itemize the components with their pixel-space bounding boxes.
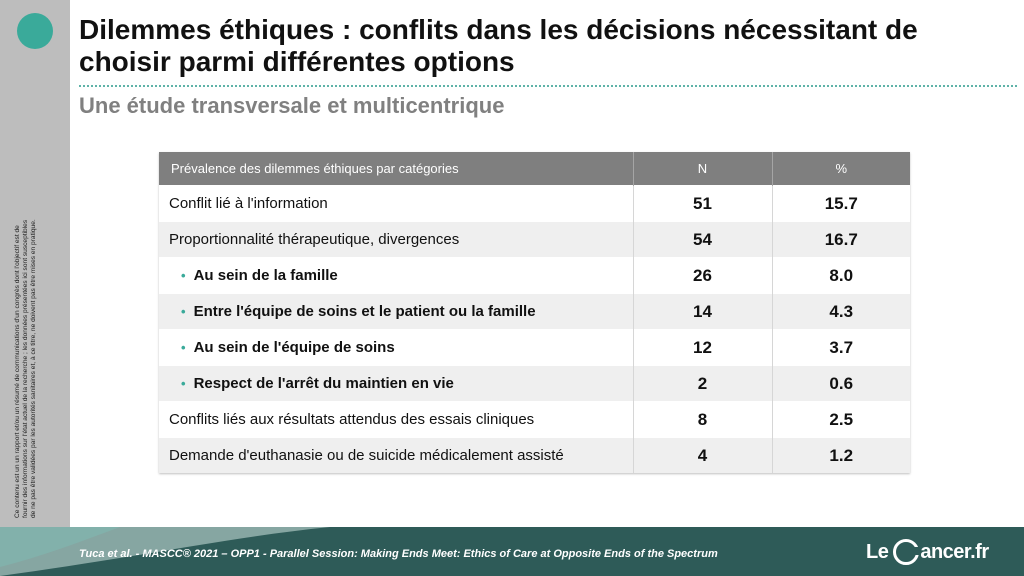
row-percent: 0.6 [771, 365, 910, 402]
row-label: Conflit lié à l'information [159, 185, 633, 222]
row-n: 54 [632, 221, 772, 258]
logo-suffix: ancer.fr [920, 540, 989, 563]
bullet-icon: • [181, 304, 186, 319]
slide-subtitle: Une étude transversale et multicentrique [79, 93, 505, 118]
brand-logo[interactable]: Le ancer.fr [866, 538, 989, 566]
table-row: Demande d'euthanasie ou de suicide médic… [159, 437, 910, 473]
row-n: 4 [632, 437, 772, 473]
table-row: • Au sein de la famille 26 8.0 [159, 257, 910, 294]
row-percent: 8.0 [771, 257, 910, 294]
slide-title: Dilemmes éthiques : conflits dans les dé… [79, 14, 918, 77]
row-n: 8 [632, 401, 772, 438]
header-percent: % [771, 152, 910, 186]
row-label: Entre l'équipe de soins et le patient ou… [193, 303, 536, 320]
left-sidebar [0, 0, 70, 527]
header-category: Prévalence des dilemmes éthiques par cat… [159, 152, 633, 186]
row-label: Demande d'euthanasie ou de suicide médic… [159, 437, 633, 473]
title-divider [79, 85, 1017, 87]
table-row: • Entre l'équipe de soins et le patient o… [159, 293, 910, 330]
logo-prefix: Le [866, 540, 889, 563]
footer-citation: Tuca et al. - MASCC® 2021 – OPP1 - Paral… [79, 548, 718, 560]
prevalence-table: Prévalence des dilemmes éthiques par cat… [159, 152, 910, 473]
bullet-icon: • [181, 268, 186, 283]
row-percent: 3.7 [771, 329, 910, 366]
row-label: Proportionnalité thérapeutique, divergen… [159, 221, 633, 258]
table-row: Proportionnalité thérapeutique, divergen… [159, 221, 910, 258]
row-percent: 4.3 [771, 293, 910, 330]
row-n: 14 [632, 293, 772, 330]
table-row: Conflit lié à l'information 51 15.7 [159, 185, 910, 222]
table-header-row: Prévalence des dilemmes éthiques par cat… [159, 152, 910, 186]
bullet-icon: • [181, 376, 186, 391]
accent-circle-icon [17, 13, 53, 49]
row-label: Conflits liés aux résultats attendus des… [159, 401, 633, 438]
row-label-sub: • Entre l'équipe de soins et le patient o… [159, 293, 633, 330]
table-row: Conflits liés aux résultats attendus des… [159, 401, 910, 438]
row-label: Respect de l'arrêt du maintien en vie [193, 375, 454, 392]
row-percent: 1.2 [771, 437, 910, 473]
row-label: Au sein de l'équipe de soins [193, 339, 395, 356]
bullet-icon: • [181, 340, 186, 355]
table-row: • Au sein de l'équipe de soins 12 3.7 [159, 329, 910, 366]
row-percent: 2.5 [771, 401, 910, 438]
table-row: • Respect de l'arrêt du maintien en vie 2… [159, 365, 910, 402]
disclaimer-text: Ce contenu est un un rapport et/ou un ré… [14, 219, 38, 518]
row-percent: 16.7 [771, 221, 910, 258]
row-n: 26 [632, 257, 772, 294]
row-n: 12 [632, 329, 772, 366]
row-percent: 15.7 [771, 185, 910, 222]
logo-c-icon [893, 539, 921, 565]
row-n: 51 [632, 185, 772, 222]
footer-wave-decoration [0, 527, 330, 576]
header-n: N [632, 152, 772, 186]
row-label-sub: • Au sein de la famille [159, 257, 633, 294]
row-label-sub: • Au sein de l'équipe de soins [159, 329, 633, 366]
row-label-sub: • Respect de l'arrêt du maintien en vie [159, 365, 633, 402]
row-n: 2 [632, 365, 772, 402]
row-label: Au sein de la famille [193, 267, 338, 284]
